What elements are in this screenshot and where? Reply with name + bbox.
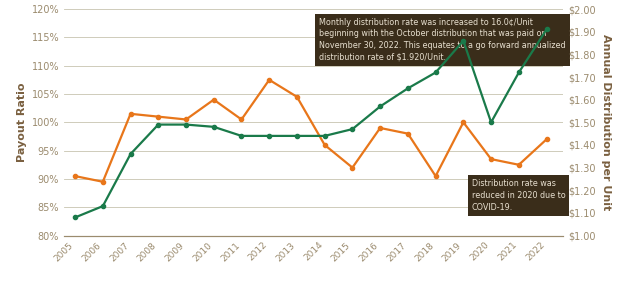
Text: Monthly distribution rate was increased to 16.0¢/Unit
beginning with the October: Monthly distribution rate was increased … <box>319 18 566 62</box>
Y-axis label: Annual Distribution per Unit: Annual Distribution per Unit <box>601 34 611 210</box>
Y-axis label: Payout Ratio: Payout Ratio <box>17 82 28 162</box>
Text: Distribution rate was
reduced in 2020 due to
COVID-19.: Distribution rate was reduced in 2020 du… <box>472 179 565 211</box>
